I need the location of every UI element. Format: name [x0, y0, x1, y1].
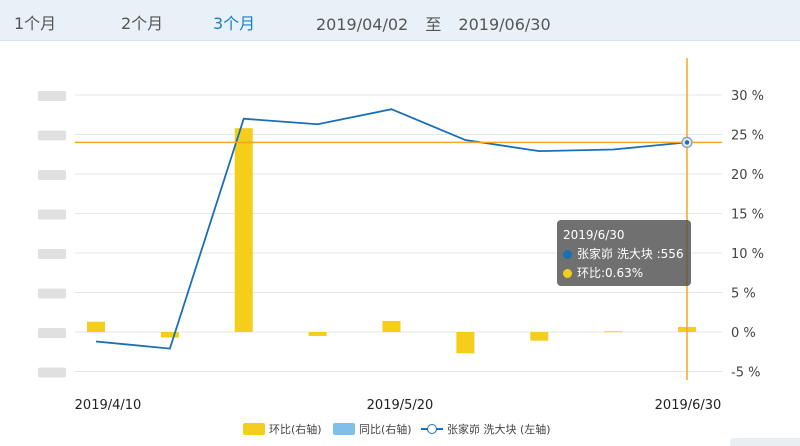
- period-tab-bar: 1个月 2个月 3个月 2019/04/02 至 2019/06/30: [0, 0, 800, 41]
- date-range-separator: 至: [425, 15, 442, 34]
- y-left-tick-blur: [38, 91, 66, 101]
- legend-swatch-yoy: [333, 423, 355, 435]
- highlight-point-core: [684, 140, 690, 145]
- x-tick-label: 2019/6/30: [655, 398, 722, 413]
- tooltip-bar-dot: [563, 269, 572, 278]
- y-left-tick-blur: [38, 367, 66, 378]
- y-left-tick-blur: [38, 170, 66, 180]
- y-right-tick-label: -5 %: [731, 366, 760, 381]
- legend-label-yoy: 同比(右轴): [359, 423, 412, 436]
- date-range-start: 2019/04/02: [316, 15, 409, 34]
- legend-item-price-line[interactable]: 张家峁 洗大块 (左轴): [421, 421, 551, 437]
- y-left-tick-blur: [38, 209, 66, 220]
- chart-area: 30 % 25 % 20 % 15 % 10 % 5 % 0 % -5 % 2019/4/10 2…: [38, 58, 764, 413]
- date-range: 2019/04/02 至 2019/06/30: [316, 11, 563, 35]
- tooltip-bar-label: 环比:0.63%: [577, 266, 644, 280]
- y-left-tick-blur: [38, 328, 66, 338]
- line-price-series: [95, 108, 688, 350]
- bar-mom: [308, 332, 327, 336]
- tab-1-month[interactable]: 1个月: [14, 14, 57, 33]
- bar-mom: [382, 320, 401, 332]
- legend-swatch-price-line: [421, 423, 443, 435]
- bar-mom: [530, 332, 549, 341]
- y-left-tick-blur: [38, 130, 66, 141]
- y-right-tick-label: 15 %: [731, 208, 764, 223]
- tooltip-line-dot: [563, 250, 572, 259]
- legend-item-mom[interactable]: 环比(右轴): [243, 421, 322, 437]
- tooltip-line-row: 张家峁 洗大块 :556: [563, 245, 685, 264]
- x-tick-label: 2019/4/10: [75, 398, 142, 413]
- y-left-tick-blur: [38, 288, 66, 299]
- y-right-tick-label: 25 %: [731, 129, 764, 144]
- bar-mom: [160, 332, 179, 338]
- legend-label-price-line: 张家峁 洗大块 (左轴): [447, 423, 551, 436]
- chart-tooltip: 2019/6/30 张家峁 洗大块 :556 环比:0.63%: [557, 220, 691, 286]
- bar-mom: [604, 331, 623, 333]
- y-right-tick-label: 0 %: [731, 326, 756, 341]
- bar-mom: [87, 321, 105, 332]
- y-right-tick-label: 30 %: [731, 89, 764, 104]
- date-range-end: 2019/06/30: [458, 15, 551, 34]
- y-right-tick-label: 10 %: [731, 247, 764, 262]
- tab-2-months[interactable]: 2个月: [121, 14, 164, 33]
- tooltip-date: 2019/6/30: [563, 228, 625, 242]
- x-tick-label: 2019/5/20: [367, 398, 434, 413]
- bar-mom: [456, 332, 475, 354]
- corner-widget: [730, 438, 800, 446]
- legend-item-yoy[interactable]: 同比(右轴): [333, 421, 412, 437]
- tooltip-line-label: 张家峁 洗大块 :556: [577, 247, 684, 261]
- legend-swatch-mom: [243, 423, 265, 435]
- chart-legend: 环比(右轴) 同比(右轴) 张家峁 洗大块 (左轴): [0, 421, 800, 441]
- tooltip-bar-row: 环比:0.63%: [563, 264, 685, 283]
- legend-label-mom: 环比(右轴): [269, 423, 322, 436]
- bar-mom: [234, 128, 253, 332]
- y-left-tick-blur: [38, 249, 66, 259]
- tab-3-months[interactable]: 3个月: [213, 14, 256, 33]
- y-right-tick-label: 20 %: [731, 168, 764, 183]
- y-right-tick-label: 5 %: [731, 287, 756, 302]
